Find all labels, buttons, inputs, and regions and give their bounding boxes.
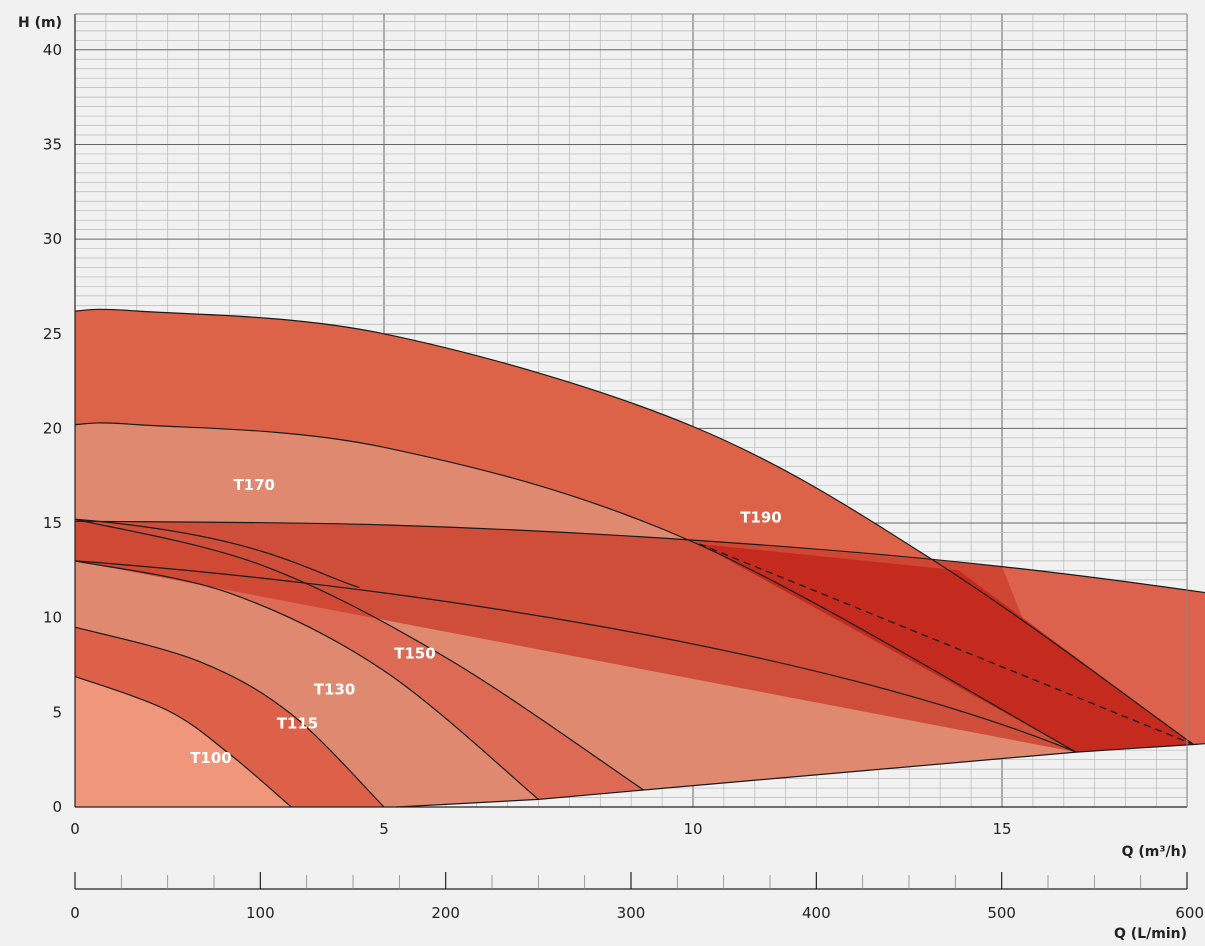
minimum-flow-line <box>396 743 1205 808</box>
region-label: T190 <box>740 508 782 526</box>
curve-t190-dashed <box>698 543 1194 746</box>
curve-t130 <box>74 560 539 800</box>
y-axis-title: H (m) <box>18 15 62 31</box>
x2-tick-label: 100 <box>246 904 275 922</box>
curve-t170 <box>74 422 1077 753</box>
curve-t115 <box>74 626 385 808</box>
x2-tick-label: 400 <box>802 904 831 922</box>
overlap-region-dark <box>699 543 1194 753</box>
axis-ticks: 0510152025303540051015202530350100200300… <box>43 41 1204 922</box>
region-label: T170 <box>233 476 275 494</box>
x-tick-label: 15 <box>992 820 1011 838</box>
x2-tick-label: 200 <box>431 904 460 922</box>
y-tick-label: 35 <box>43 135 62 153</box>
y-tick-label: 30 <box>43 230 62 248</box>
x2-tick-label: 600 <box>1175 904 1204 922</box>
performance-regions <box>75 309 1205 807</box>
x-tick-label: 0 <box>70 820 80 838</box>
x2-tick-label: 0 <box>70 904 80 922</box>
x-axis-title: Q (m³/h) <box>1122 844 1187 860</box>
y-tick-label: 20 <box>43 419 62 437</box>
x-tick-label: 5 <box>379 820 389 838</box>
y-tick-label: 10 <box>43 609 62 627</box>
region-label: T100 <box>190 749 232 767</box>
y-tick-label: 0 <box>52 798 62 816</box>
plot-border <box>74 13 1188 808</box>
region-t100 <box>75 676 292 807</box>
y-tick-label: 5 <box>52 703 62 721</box>
x2-tick-label: 300 <box>617 904 646 922</box>
curve-t180h <box>74 520 1205 594</box>
y-tick-label: 25 <box>43 325 62 343</box>
region-labels: T100T115T130T150T170T190T180H <box>190 476 782 767</box>
curve-t150 <box>74 518 644 791</box>
y-tick-label: 15 <box>43 514 62 532</box>
curve-t130-extension <box>74 560 1077 753</box>
performance-curves <box>74 308 1205 808</box>
region-label: T130 <box>314 681 356 699</box>
x-tick-label: 10 <box>683 820 702 838</box>
curve-t100 <box>74 675 292 808</box>
region-label: T150 <box>394 645 436 663</box>
x2-axis-title: Q (L/min) <box>1114 926 1187 942</box>
x2-tick-label: 500 <box>987 904 1016 922</box>
y-tick-label: 40 <box>43 41 62 59</box>
region-label: T115 <box>277 715 319 733</box>
curve-t190 <box>74 308 1194 745</box>
curve-t150-top <box>74 518 360 588</box>
